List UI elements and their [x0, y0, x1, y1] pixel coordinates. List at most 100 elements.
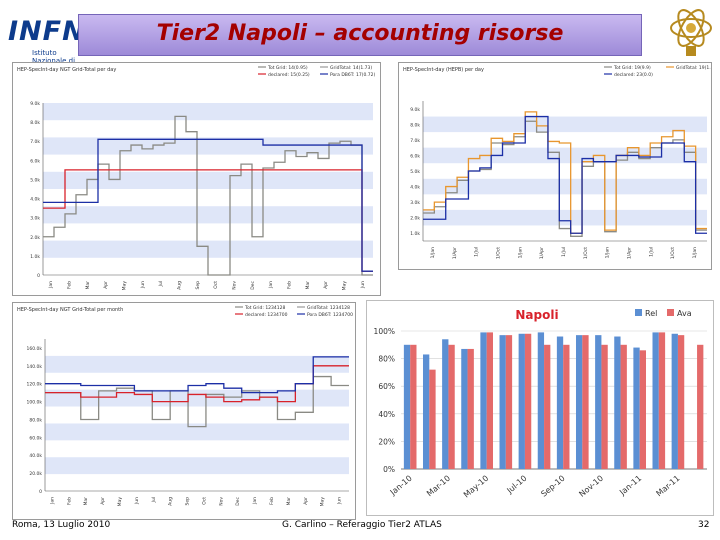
x-tick-label: Nov: [232, 281, 238, 290]
x-tick-label: 1/Apr: [627, 247, 633, 259]
chart-panel-napoli: Napoli Rel Ava 0% 20% 40% 60% 80% 100% Jan-10 Mar-…: [366, 300, 714, 516]
series-line-gridtotal: [423, 111, 707, 234]
bar-ava: [429, 369, 436, 469]
x-tick-label: Jan: [48, 281, 54, 289]
x-tick-label: 1/Jan: [605, 247, 611, 258]
y-tick-label: 20%: [378, 437, 395, 446]
bar-ava: [486, 332, 493, 469]
infn-logo: INFN Istituto Nazionale di Fisica Nuclea…: [8, 14, 85, 73]
x-tick-label: Jan: [268, 281, 274, 289]
grid-band: [43, 206, 373, 224]
x-tick-label: Jun: [360, 281, 366, 289]
series-line-pora-db6t: [45, 356, 349, 394]
bar-rel: [652, 332, 659, 469]
x-tick-label: Aug: [177, 281, 183, 290]
bar-rel: [518, 333, 525, 469]
grid-band: [43, 103, 373, 121]
y-tick-label: 2.0k: [30, 235, 40, 241]
y-tick-label: 6.0k: [30, 158, 40, 164]
grid-band: [423, 178, 707, 195]
y-tick-label: 6.0k: [410, 153, 420, 159]
bar-ava: [658, 332, 666, 469]
x-tick-label: Jan: [49, 497, 55, 505]
bar-ava: [601, 344, 608, 469]
grid-band: [45, 457, 349, 475]
x-tick-label: Feb: [269, 497, 275, 505]
x-tick-label: May: [320, 497, 326, 507]
series-line-declared: [423, 115, 707, 234]
footer-date: Roma, 13 Luglio 2010: [12, 520, 111, 530]
bar-rel: [442, 339, 449, 469]
legend-label: declared: 15(0.25): [268, 72, 310, 78]
slide-title: Tier2 Napoli – accounting risorse: [156, 21, 564, 46]
atlas-logo: [670, 9, 712, 56]
x-tick-label: Mar: [85, 281, 91, 290]
x-tick-label: Jul: [151, 497, 157, 503]
bar-ava: [563, 344, 570, 469]
x-tick-label: May: [342, 281, 348, 291]
bar-rel: [633, 347, 640, 469]
bar-rel: [556, 336, 564, 469]
grid-band: [423, 209, 707, 226]
legend-label: declared: 23(0.0): [614, 72, 653, 78]
y-tick-label: 80%: [378, 355, 395, 364]
x-tick-label: Dec: [250, 280, 256, 289]
bar-rel: [461, 348, 468, 469]
y-tick-label: 100.0k: [27, 400, 43, 406]
x-tick-label: Jun: [337, 497, 343, 505]
chart-title: HEP-SpecInt-day NGT Grid-Total per month: [17, 307, 123, 313]
bar-rel: [499, 335, 506, 469]
bar-ava: [467, 348, 474, 469]
bar-ava: [677, 335, 685, 469]
y-tick-label: 0%: [383, 465, 395, 474]
x-tick-label: May-10: [462, 474, 490, 500]
bar-ava: [544, 344, 551, 469]
y-tick-label: 8.0k: [30, 120, 40, 126]
y-tick-label: 5.0k: [30, 177, 40, 183]
legend-label: GridTotal: 1234128: [307, 305, 350, 311]
series-line-pora-db6t: [43, 138, 373, 272]
y-tick-label: 1.0k: [30, 254, 40, 260]
y-tick-label: 160.0k: [27, 346, 43, 352]
series-line-declared: [43, 169, 373, 272]
x-tick-label: Apr: [100, 497, 106, 505]
x-tick-label: May: [117, 497, 123, 507]
y-tick-label: 9.0k: [410, 107, 420, 113]
y-tick-label: 40%: [378, 410, 395, 419]
x-tick-label: 1/Jul: [474, 247, 480, 257]
y-tick-label: 60.0k: [29, 435, 42, 441]
x-tick-label: Feb: [287, 281, 293, 289]
x-tick-label: Mar-10: [425, 474, 452, 499]
chart-napoli-rel-ava: Napoli Rel Ava 0% 20% 40% 60% 80% 100% Jan-10 Mar-…: [374, 308, 707, 500]
y-tick-label: 4.0k: [30, 197, 40, 203]
y-tick-label: 3.0k: [30, 216, 40, 222]
x-tick-label: Oct: [201, 497, 207, 505]
chart-panel-daily-ngt: HEP-SpecInt-day NGT Grid-Total per day To…: [12, 62, 381, 296]
bar-rel: [537, 332, 545, 469]
y-tick-label: 20.0k: [29, 471, 42, 477]
x-tick-label: Nov-10: [577, 474, 605, 499]
x-tick-label: 1/Jul: [561, 247, 567, 257]
x-tick-label: 1/Oct: [495, 247, 501, 259]
x-tick-label: Mar: [305, 281, 311, 290]
legend-label: declared: 1234700: [245, 312, 288, 318]
y-tick-label: 4.0k: [410, 185, 420, 191]
x-tick-label: 1/Apr: [539, 247, 545, 259]
x-tick-label: 1/Jan: [692, 247, 698, 258]
x-tick-label: Jan-11: [617, 474, 643, 498]
x-tick-label: 1/Apr: [452, 247, 458, 259]
bar-ava: [448, 344, 455, 469]
x-tick-label: Jul: [158, 281, 164, 287]
chart-panel-daily-hepb: HEP-SpecInt-day (HEPB) per day Tot Grid: …: [398, 62, 716, 270]
grid-band: [45, 355, 349, 373]
x-tick-label: 1/Jul: [648, 247, 654, 257]
series-line-tot-grid: [45, 375, 349, 428]
y-tick-label: 0: [37, 273, 40, 279]
x-tick-label: Jun: [134, 497, 140, 505]
x-tick-label: Oct: [213, 281, 219, 289]
y-tick-label: 2.0k: [410, 216, 420, 222]
y-tick-label: 7.0k: [410, 138, 420, 144]
x-tick-label: Feb: [67, 281, 73, 289]
legend-label: Tot Grid: 14(0.95): [267, 65, 308, 71]
y-tick-label: 0: [39, 489, 42, 495]
